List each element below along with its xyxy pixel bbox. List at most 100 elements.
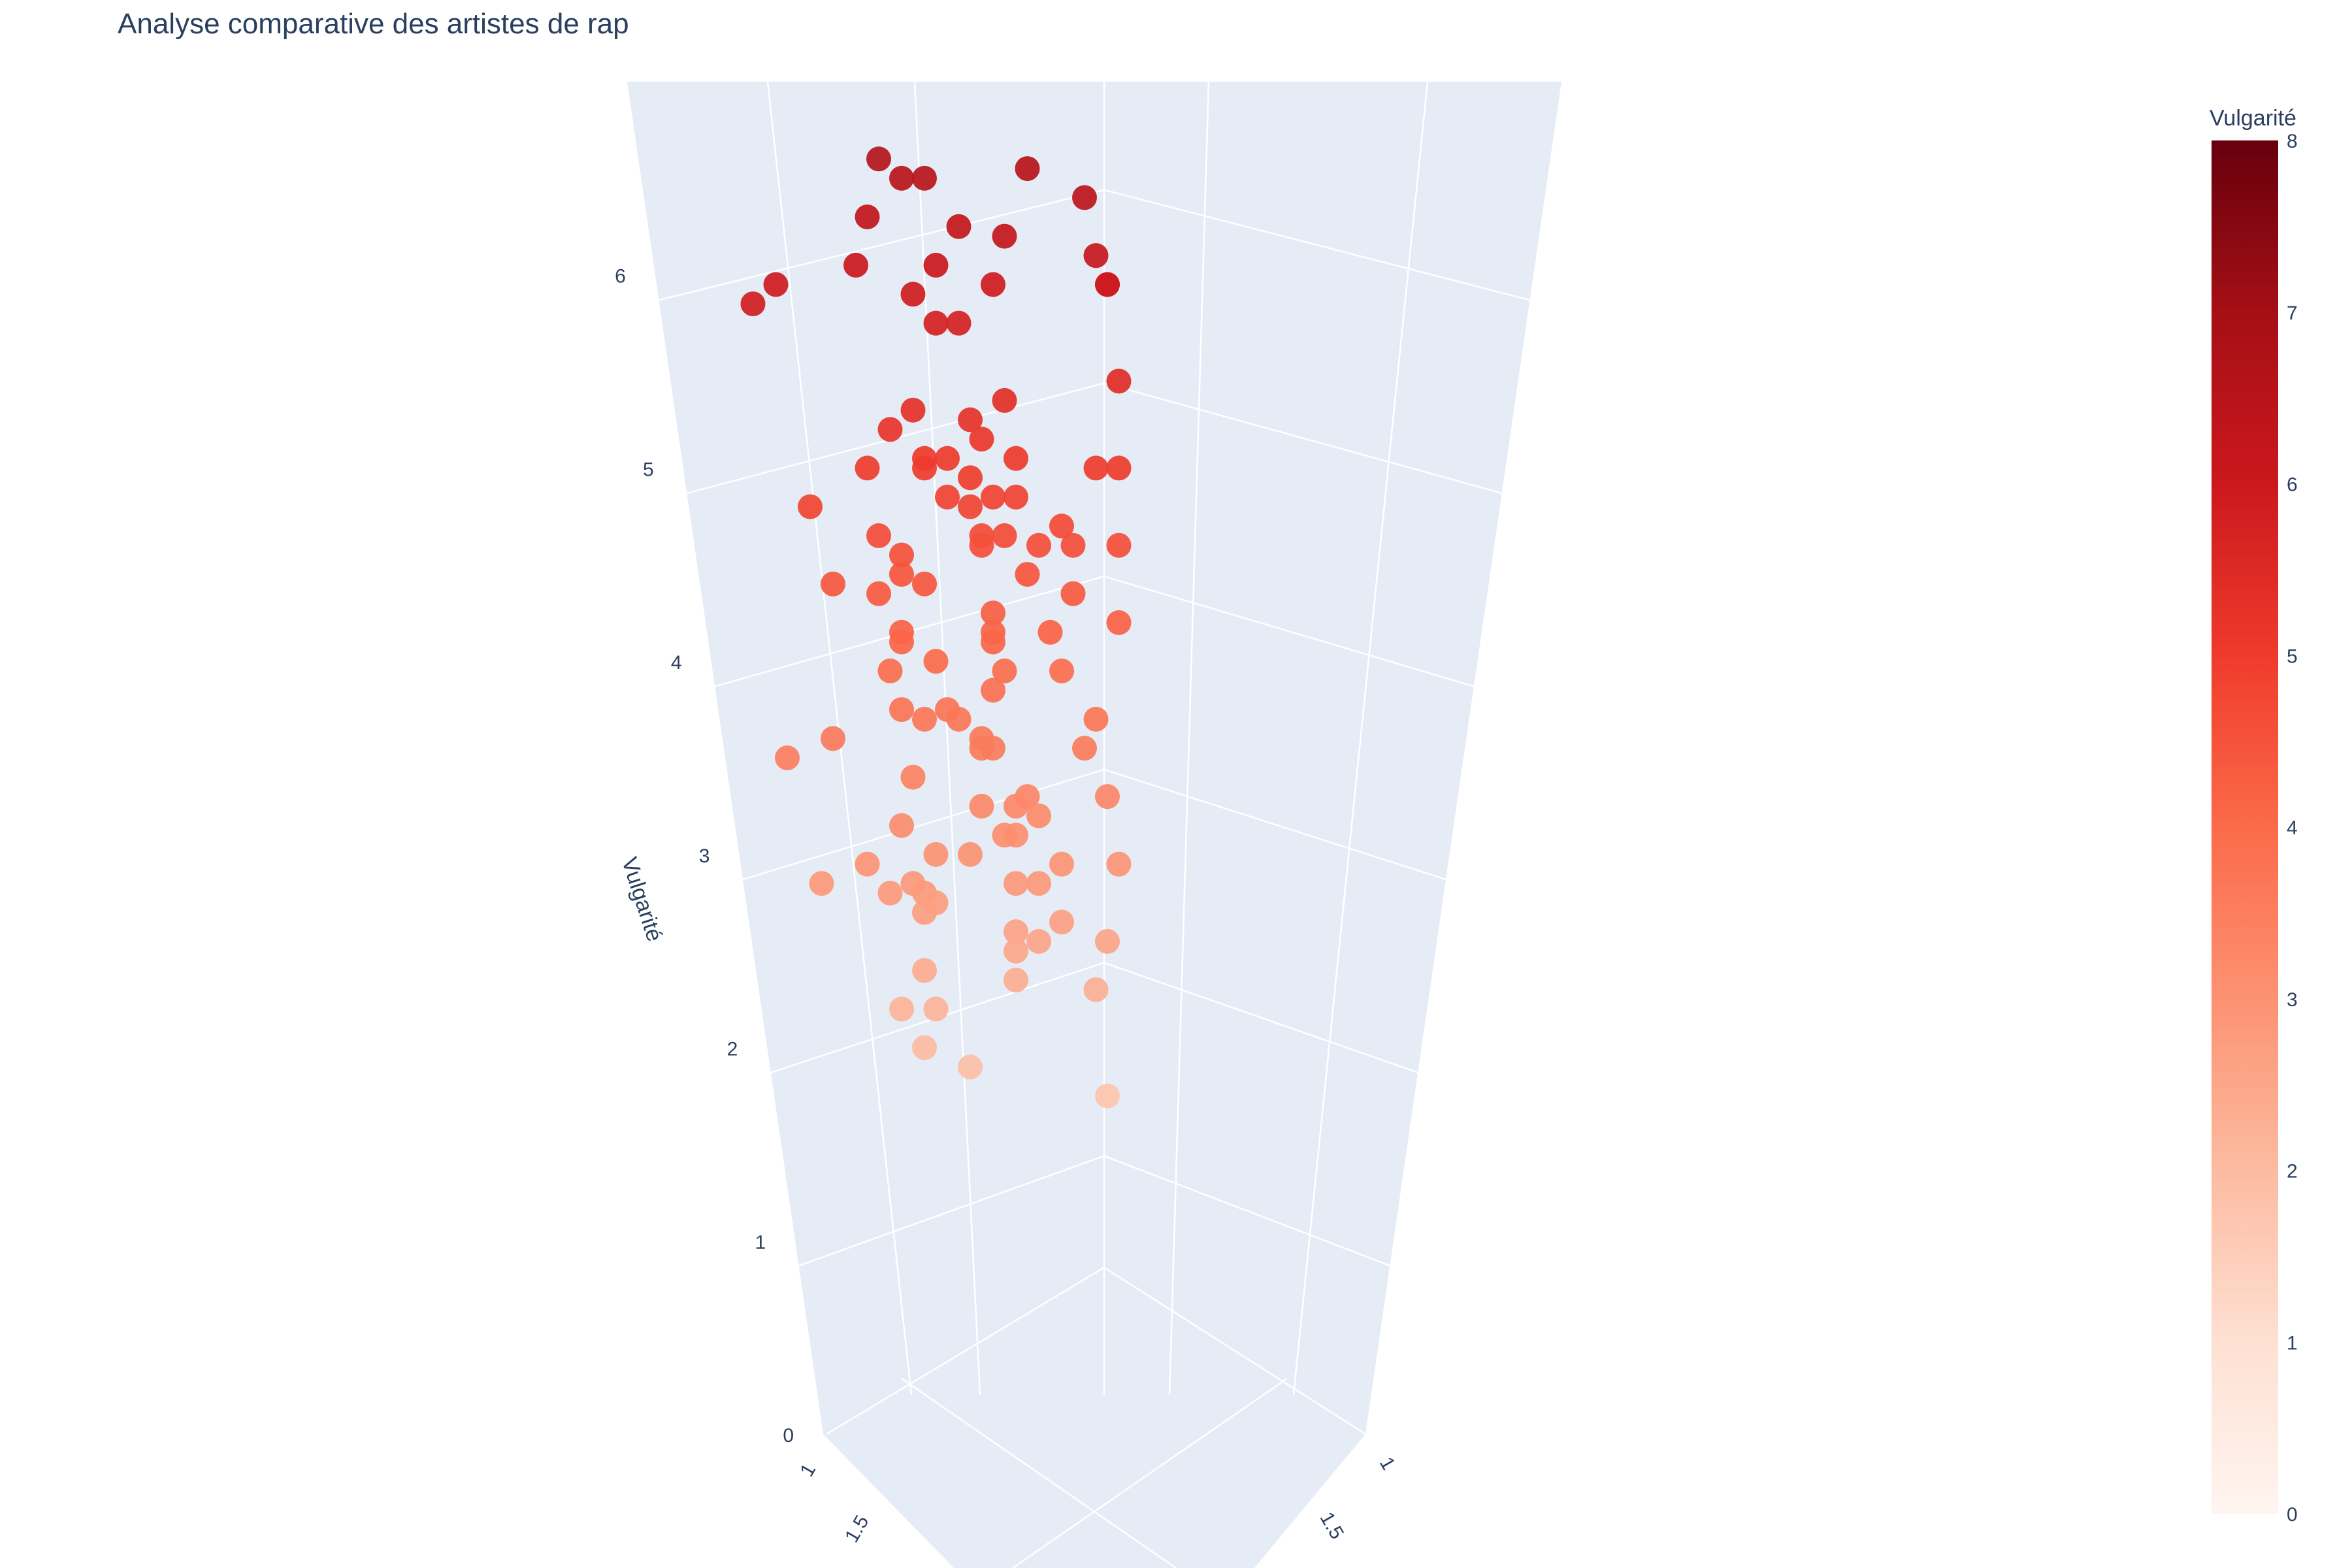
data-point xyxy=(981,600,1005,626)
data-point xyxy=(1083,706,1109,732)
colorbar-tick-label: 7 xyxy=(2287,302,2298,324)
data-point xyxy=(1004,446,1028,471)
data-point xyxy=(1026,871,1051,896)
colorbar-tick-label: 4 xyxy=(2287,817,2298,839)
data-point xyxy=(912,455,937,481)
data-point xyxy=(969,427,994,452)
data-point xyxy=(923,252,949,278)
data-point xyxy=(958,841,983,867)
z-gridline-left xyxy=(794,1155,1105,1268)
data-point xyxy=(877,658,903,683)
z-gridline-left xyxy=(739,768,1105,882)
data-point xyxy=(1049,909,1074,935)
data-point xyxy=(946,310,972,336)
data-point xyxy=(877,881,903,906)
data-point xyxy=(889,542,914,568)
z-tick-label: 3 xyxy=(699,845,710,867)
data-point xyxy=(1004,919,1028,945)
data-point xyxy=(1060,532,1086,558)
data-point xyxy=(889,813,914,838)
floor-gridline xyxy=(901,1377,1177,1568)
z-gridline-left xyxy=(655,189,1105,302)
data-point xyxy=(1072,185,1097,210)
colorbar-tick-label: 0 xyxy=(2287,1504,2298,1526)
z-gridline-right xyxy=(1103,189,1534,302)
z-gridline-right xyxy=(1103,575,1478,689)
colorbar-ticks: 0 1 2 3 4 5 6 7 8 xyxy=(2287,131,2298,1526)
data-point xyxy=(1004,793,1028,819)
data-point xyxy=(1106,368,1132,394)
data-point xyxy=(775,745,800,770)
data-point xyxy=(1026,532,1051,558)
data-point xyxy=(809,871,834,896)
z-tick-label: 6 xyxy=(615,266,626,287)
data-point xyxy=(992,523,1017,548)
data-point xyxy=(946,706,972,732)
data-point xyxy=(958,1054,983,1080)
data-point xyxy=(866,146,891,172)
data-point xyxy=(1037,619,1063,645)
vertical-gridline xyxy=(1168,81,1210,1396)
x-tick-label: 1.5 xyxy=(841,1512,873,1546)
vertical-gridline xyxy=(1292,81,1429,1396)
data-point xyxy=(900,282,926,307)
data-point xyxy=(1004,871,1028,896)
data-point xyxy=(912,165,937,191)
data-point xyxy=(843,252,868,278)
vertical-gridline xyxy=(913,81,981,1396)
data-point xyxy=(1004,823,1028,848)
z-gridline-right xyxy=(1103,1155,1394,1268)
floor-gridline xyxy=(1012,1377,1288,1568)
data-point xyxy=(912,1035,937,1060)
data-point xyxy=(1004,968,1028,993)
data-point xyxy=(889,996,914,1022)
data-point xyxy=(889,697,914,723)
data-point xyxy=(855,455,880,481)
data-point xyxy=(992,387,1017,413)
data-point xyxy=(1026,928,1051,954)
data-point xyxy=(946,214,972,239)
data-point xyxy=(1060,581,1086,606)
colorbar-tick-label: 6 xyxy=(2287,474,2298,496)
z-gridline-right xyxy=(1103,382,1506,495)
data-point xyxy=(821,571,845,596)
z-tick-label: 1 xyxy=(755,1232,766,1253)
x-tick-label: 1 xyxy=(796,1460,820,1480)
floor xyxy=(823,1434,1365,1568)
data-point xyxy=(1015,562,1040,587)
scene-walls xyxy=(627,82,1561,1568)
data-point xyxy=(1106,610,1132,635)
data-point xyxy=(912,900,937,925)
chart-title: Analyse comparative des artistes de rap xyxy=(118,8,629,40)
data-point xyxy=(798,494,823,519)
data-point xyxy=(1004,484,1028,510)
data-point xyxy=(1072,736,1097,761)
data-point xyxy=(923,649,949,674)
scene-gridlines xyxy=(655,81,1534,1568)
data-point xyxy=(981,736,1005,761)
colorbar-tick-label: 2 xyxy=(2287,1161,2298,1183)
data-point xyxy=(923,310,949,336)
y-tick-label: 1.5 xyxy=(1316,1509,1348,1543)
z-tick-label: 5 xyxy=(643,459,654,480)
data-point xyxy=(866,581,891,606)
data-point xyxy=(1083,455,1109,481)
data-point xyxy=(935,446,960,471)
colorbar-tick-label: 5 xyxy=(2287,645,2298,667)
colorbar-tick-label: 3 xyxy=(2287,989,2298,1011)
colorbar-title: Vulgarité xyxy=(2210,106,2296,131)
data-point xyxy=(912,706,937,732)
data-point xyxy=(1083,243,1109,269)
data-point xyxy=(855,851,880,877)
data-point xyxy=(912,958,937,983)
data-point xyxy=(1083,977,1109,1002)
data-point xyxy=(1049,514,1074,539)
colorbar-tick-label: 8 xyxy=(2287,131,2298,152)
z-gridline-right xyxy=(1103,962,1422,1075)
data-point xyxy=(900,397,926,423)
data-point xyxy=(900,764,926,790)
data-point xyxy=(969,793,994,819)
data-point xyxy=(889,629,914,655)
